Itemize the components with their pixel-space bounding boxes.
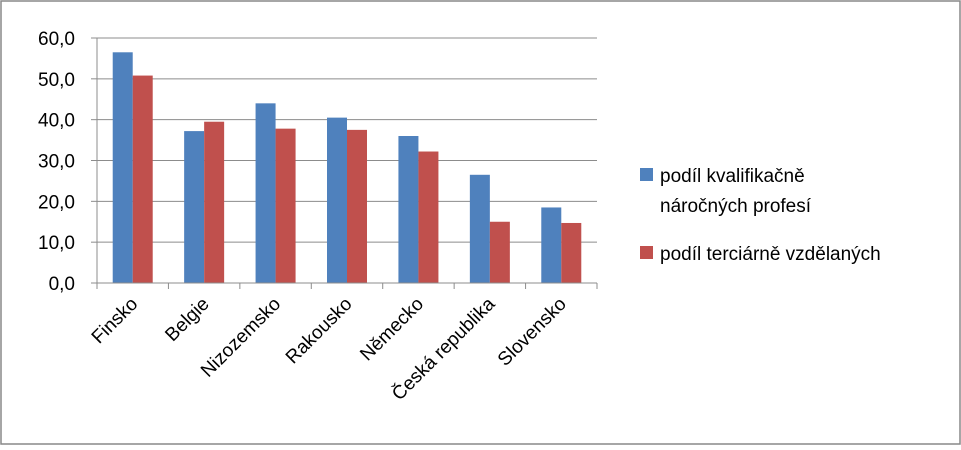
y-tick-label: 60,0 <box>38 29 75 50</box>
bars <box>112 52 582 283</box>
y-tick-label: 0,0 <box>49 274 75 295</box>
legend-swatch-series-1 <box>640 168 653 181</box>
bar-series-1-5 <box>469 174 490 283</box>
legend: podíl kvalifikačně náročných profesí pod… <box>640 166 881 265</box>
gridlines <box>97 37 597 243</box>
y-tick-labels: 0,0 10,0 20,0 30,0 40,0 50,0 60,0 <box>38 29 75 295</box>
legend-swatch-series-2 <box>640 246 653 259</box>
bar-series-2-5 <box>489 221 510 283</box>
legend-label-series-1-line-1: podíl kvalifikačně <box>660 166 805 187</box>
bar-series-1-0 <box>112 52 133 283</box>
bar-series-1-1 <box>184 131 205 283</box>
bar-series-2-0 <box>132 75 153 283</box>
y-tick-label: 20,0 <box>38 192 75 213</box>
y-tick-label: 10,0 <box>38 233 75 254</box>
legend-label-series-2: podíl terciárně vzdělaných <box>660 244 881 265</box>
legend-label-series-1-line-2: náročných profesí <box>660 196 812 217</box>
bar-series-2-1 <box>204 121 225 283</box>
bar-series-1-6 <box>541 207 562 283</box>
bar-series-1-4 <box>398 136 419 283</box>
bar-series-2-3 <box>347 129 367 283</box>
axes <box>91 37 598 289</box>
y-tick-label: 40,0 <box>38 111 75 132</box>
bar-series-2-2 <box>275 128 296 283</box>
bar-series-2-6 <box>561 222 582 283</box>
bar-series-2-4 <box>418 151 439 283</box>
y-tick-label: 30,0 <box>38 152 75 173</box>
bar-series-1-3 <box>327 117 347 283</box>
bar-series-1-2 <box>255 103 276 283</box>
y-tick-label: 50,0 <box>38 70 75 91</box>
